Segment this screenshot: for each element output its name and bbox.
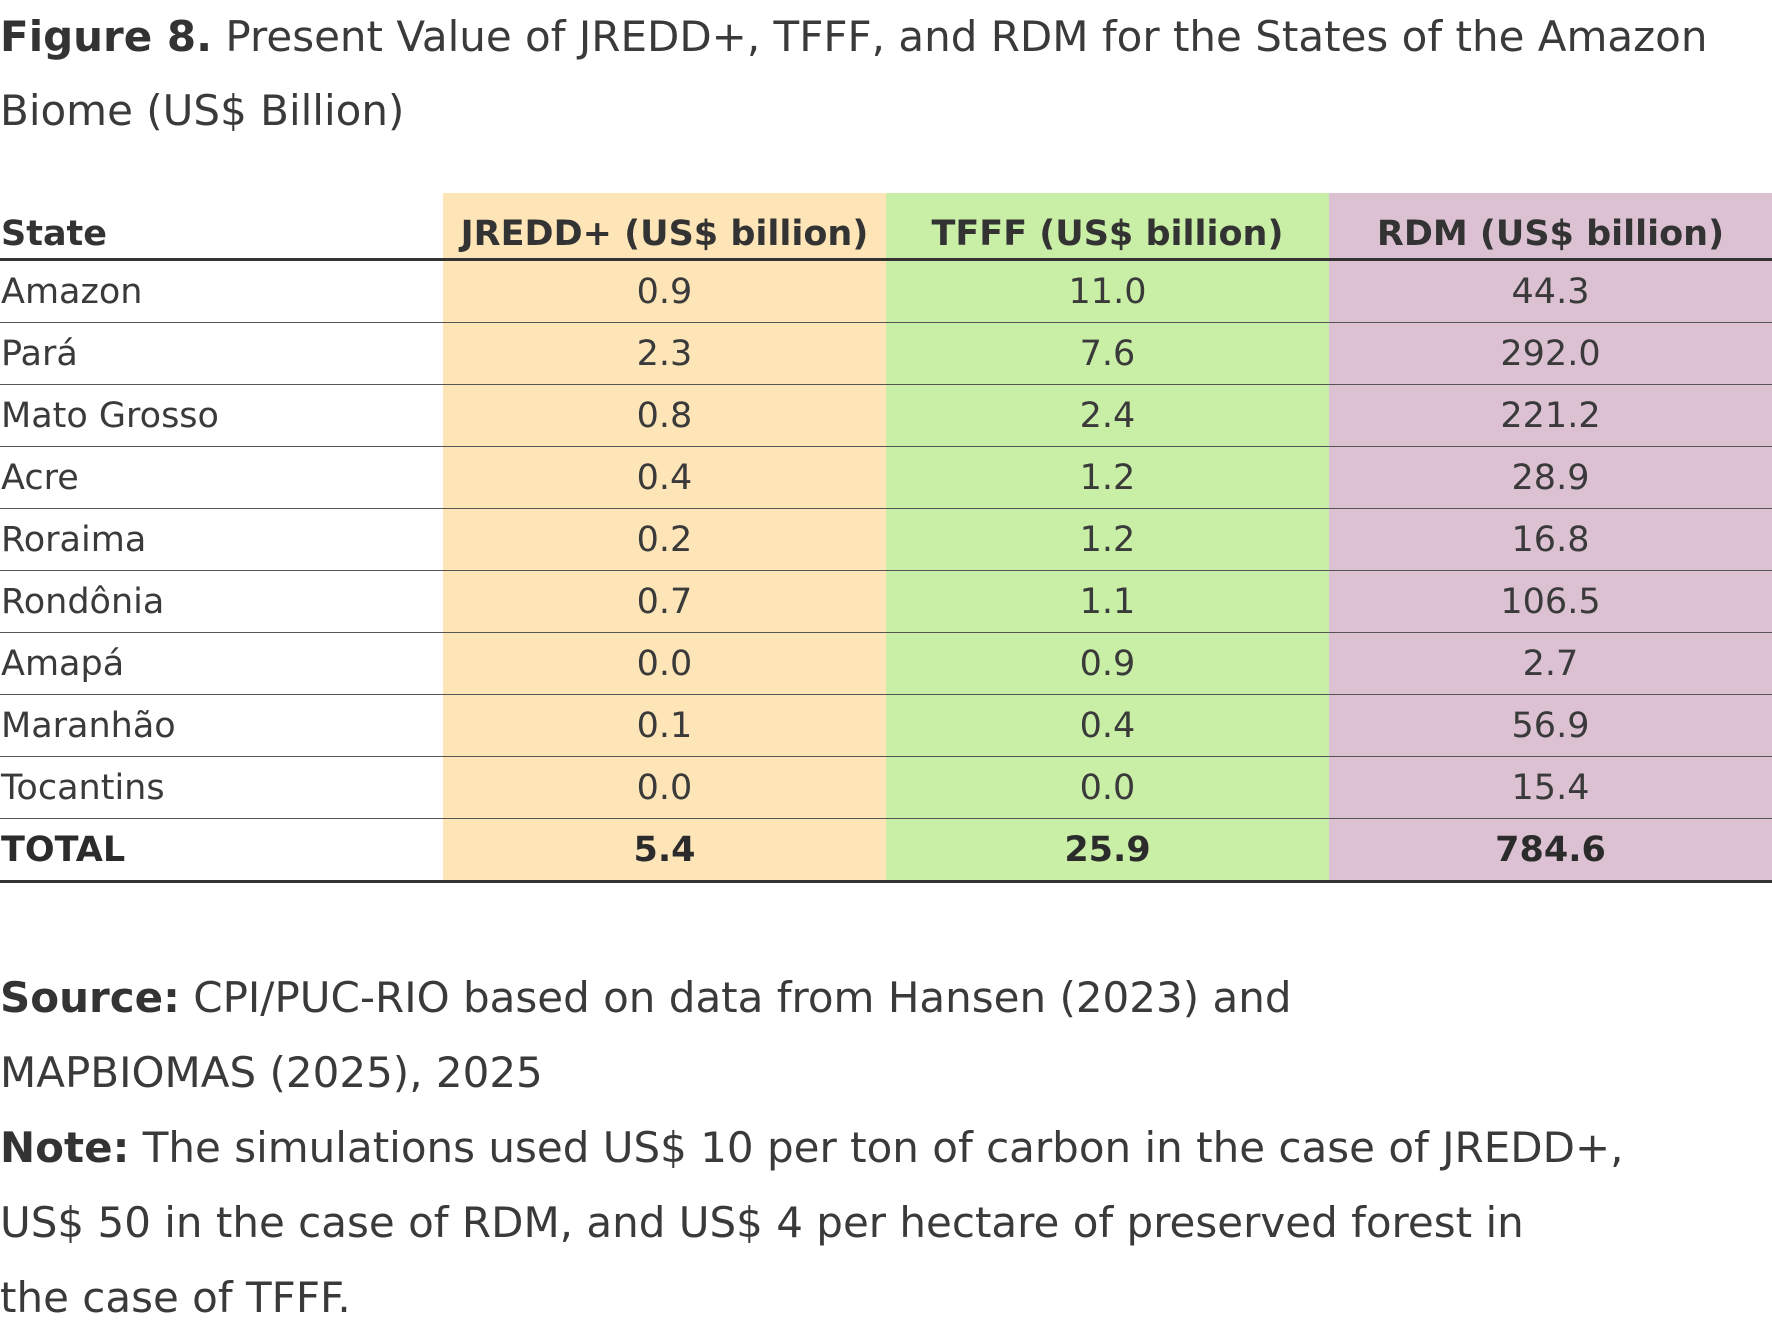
table-row: Maranhão 0.1 0.4 56.9 xyxy=(0,694,1772,757)
note-line2: US$ 50 in the case of RDM, and US$ 4 per… xyxy=(0,1185,1772,1260)
table-row: Rondônia 0.7 1.1 106.5 xyxy=(0,570,1772,633)
tfff-cell: 1.2 xyxy=(886,508,1329,571)
rdm-cell: 56.9 xyxy=(1329,694,1772,757)
state-cell: Mato Grosso xyxy=(0,384,443,447)
table-row: Pará 2.3 7.6 292.0 xyxy=(0,322,1772,385)
tfff-cell: 11.0 xyxy=(886,259,1329,323)
present-value-table: State JREDD+ (US$ billion) TFFF (US$ bil… xyxy=(0,193,1772,883)
jredd-cell: 0.0 xyxy=(443,632,886,695)
table-row: Roraima 0.2 1.2 16.8 xyxy=(0,508,1772,571)
tfff-cell: 7.6 xyxy=(886,322,1329,385)
rdm-cell: 221.2 xyxy=(1329,384,1772,447)
table-row: Mato Grosso 0.8 2.4 221.2 xyxy=(0,384,1772,447)
rdm-cell: 2.7 xyxy=(1329,632,1772,695)
jredd-cell: 0.2 xyxy=(443,508,886,571)
rdm-cell: 15.4 xyxy=(1329,756,1772,819)
header-state: State xyxy=(0,193,443,261)
jredd-cell: 0.1 xyxy=(443,694,886,757)
rdm-cell: 28.9 xyxy=(1329,446,1772,509)
table-row: Acre 0.4 1.2 28.9 xyxy=(0,446,1772,509)
source-line1: Source: CPI/PUC-RIO based on data from H… xyxy=(0,960,1772,1035)
tfff-cell: 0.0 xyxy=(886,756,1329,819)
state-cell: Pará xyxy=(0,322,443,385)
table-row: Amazon 0.9 11.0 44.3 xyxy=(0,259,1772,323)
table-row: Amapá 0.0 0.9 2.7 xyxy=(0,632,1772,695)
source-text-line1: CPI/PUC-RIO based on data from Hansen (2… xyxy=(193,973,1292,1022)
figure-title-line1: Present Value of JREDD+, TFFF, and RDM f… xyxy=(225,12,1708,61)
jredd-cell: 0.7 xyxy=(443,570,886,633)
source-label: Source: xyxy=(0,973,180,1022)
state-cell: Maranhão xyxy=(0,694,443,757)
rdm-cell: 16.8 xyxy=(1329,508,1772,571)
tfff-cell: 2.4 xyxy=(886,384,1329,447)
source-line2: MAPBIOMAS (2025), 2025 xyxy=(0,1035,1772,1110)
state-cell: Amapá xyxy=(0,632,443,695)
jredd-cell: 0.8 xyxy=(443,384,886,447)
tfff-cell: 1.1 xyxy=(886,570,1329,633)
figure-caption: Figure 8. Present Value of JREDD+, TFFF,… xyxy=(0,0,1772,148)
tfff-cell: 1.2 xyxy=(886,446,1329,509)
total-tfff: 25.9 xyxy=(886,818,1329,883)
rdm-cell: 106.5 xyxy=(1329,570,1772,633)
total-row: TOTAL 5.4 25.9 784.6 xyxy=(0,818,1772,883)
table-row: Tocantins 0.0 0.0 15.4 xyxy=(0,756,1772,819)
note-line1: Note: The simulations used US$ 10 per to… xyxy=(0,1110,1772,1185)
header-tfff: TFFF (US$ billion) xyxy=(886,193,1329,261)
note-text-line3: the case of TFFF. xyxy=(0,1273,351,1322)
note-text-line2: US$ 50 in the case of RDM, and US$ 4 per… xyxy=(0,1198,1524,1247)
header-rdm: RDM (US$ billion) xyxy=(1329,193,1772,261)
total-label: TOTAL xyxy=(0,818,443,883)
note-label: Note: xyxy=(0,1123,130,1172)
header-jredd: JREDD+ (US$ billion) xyxy=(443,193,886,261)
note-line3: the case of TFFF. xyxy=(0,1260,1772,1335)
figure-title-line2: Biome (US$ Billion) xyxy=(0,86,405,135)
jredd-cell: 0.9 xyxy=(443,259,886,323)
state-cell: Acre xyxy=(0,446,443,509)
jredd-cell: 0.0 xyxy=(443,756,886,819)
table-header-row: State JREDD+ (US$ billion) TFFF (US$ bil… xyxy=(0,193,1772,261)
jredd-cell: 2.3 xyxy=(443,322,886,385)
total-rdm: 784.6 xyxy=(1329,818,1772,883)
total-jredd: 5.4 xyxy=(443,818,886,883)
state-cell: Amazon xyxy=(0,259,443,323)
rdm-cell: 292.0 xyxy=(1329,322,1772,385)
state-cell: Roraima xyxy=(0,508,443,571)
source-text-line2: MAPBIOMAS (2025), 2025 xyxy=(0,1048,543,1097)
rdm-cell: 44.3 xyxy=(1329,259,1772,323)
figure-notes: Source: CPI/PUC-RIO based on data from H… xyxy=(0,960,1772,1335)
jredd-cell: 0.4 xyxy=(443,446,886,509)
note-text-line1: The simulations used US$ 10 per ton of c… xyxy=(142,1123,1624,1172)
state-cell: Rondônia xyxy=(0,570,443,633)
state-cell: Tocantins xyxy=(0,756,443,819)
tfff-cell: 0.4 xyxy=(886,694,1329,757)
tfff-cell: 0.9 xyxy=(886,632,1329,695)
figure-label: Figure 8. xyxy=(0,12,213,61)
